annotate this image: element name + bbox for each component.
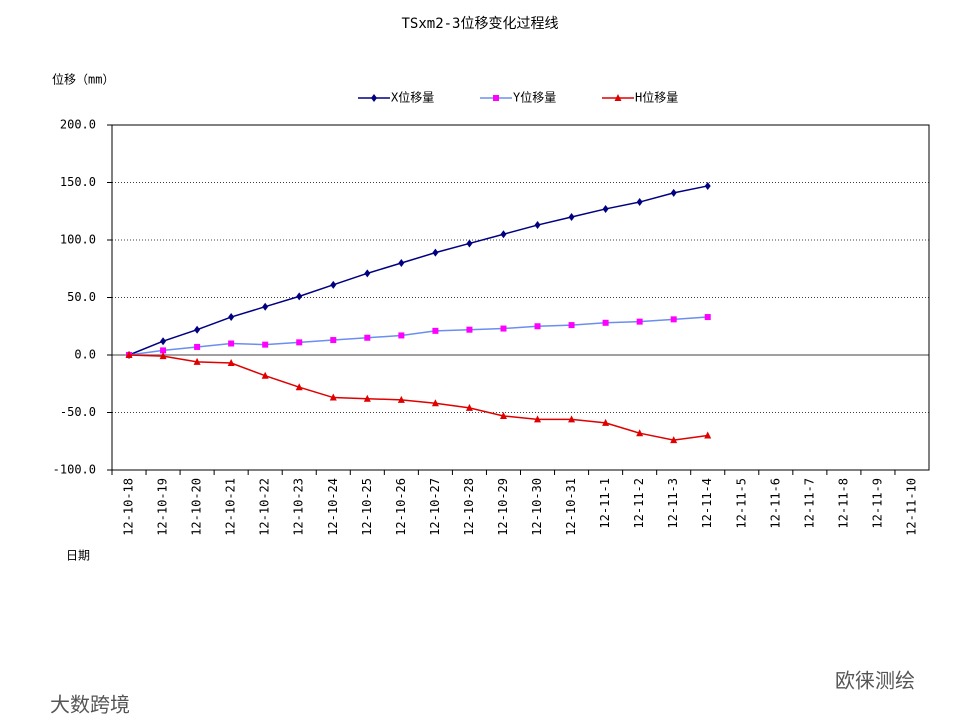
series-line [128,316,708,356]
marker [636,318,643,325]
marker [261,371,269,379]
marker [194,325,201,334]
x-tick-label: 12-10-22 [258,478,272,536]
marker [500,325,507,332]
marker [364,269,371,278]
marker [568,213,575,221]
marker [364,334,371,341]
marker [363,394,371,402]
marker [534,323,541,330]
x-tick-label: 12-10-28 [462,478,476,536]
marker [159,352,167,360]
marker [431,399,439,407]
marker [704,431,712,439]
x-axis-label: 日期 [66,549,90,563]
marker [499,411,507,419]
marker [296,339,303,346]
marker [466,239,473,248]
x-tick-label: 12-10-21 [224,478,238,536]
y-tick-label: 50.0 [67,290,96,304]
marker [296,292,303,301]
marker [670,436,678,444]
marker [704,314,711,321]
marker [228,340,235,347]
marker [432,327,439,334]
legend-marker [614,94,622,101]
x-tick-label: 12-11-10 [904,478,918,536]
x-tick-label: 12-11-4 [700,478,714,529]
y-tick-label: 100.0 [60,233,96,247]
watermark: 欧徕测绘 [835,669,915,693]
marker [227,359,235,367]
marker [534,221,541,230]
marker [397,395,405,403]
y-tick-label: 150.0 [60,175,96,189]
x-tick-label: 12-10-24 [326,478,340,536]
x-tick-label: 12-11-9 [870,478,884,529]
x-tick-label: 12-10-30 [530,478,544,536]
x-tick-label: 12-10-23 [292,478,306,536]
chart-title: TSxm2-3位移变化过程线 [401,16,558,32]
marker [228,313,235,322]
marker [500,230,507,239]
marker [262,302,269,311]
x-tick-label: 12-11-6 [768,478,782,529]
x-tick-label: 12-10-29 [496,478,510,536]
marker [704,181,711,190]
marker [125,351,133,358]
legend-label: X位移量 [391,90,434,105]
y-tick-label: -100.0 [53,463,96,477]
y-tick-label: -50.0 [60,405,96,419]
marker [568,322,575,329]
marker [398,332,405,339]
marker [262,341,269,348]
x-tick-label: 12-10-26 [394,478,408,536]
x-tick-label: 12-10-18 [122,478,136,536]
marker [330,280,337,289]
marker [602,319,609,326]
x-tick-label: 12-10-20 [190,478,204,536]
x-tick-label: 12-11-5 [734,478,748,529]
x-tick-label: 12-10-19 [156,478,170,536]
y-axis-label: 位移（mm） [52,72,114,87]
marker [194,343,201,350]
legend-label: H位移量 [635,90,678,105]
series-line [128,354,708,441]
marker [160,337,167,346]
x-tick-label: 12-10-31 [564,478,578,536]
x-tick-label: 12-10-27 [428,478,442,536]
marker [432,248,439,257]
marker [330,337,337,344]
marker [465,403,473,411]
y-tick-label: 0.0 [74,348,96,362]
x-tick-label: 12-11-2 [632,478,646,529]
legend-marker [371,94,377,102]
legend-label: Y位移量 [513,90,556,105]
marker [295,383,303,391]
marker [160,347,167,354]
marker [602,204,609,213]
marker [193,357,201,365]
marker [534,415,542,423]
x-tick-label: 12-11-3 [666,478,680,529]
x-tick-label: 12-10-25 [360,478,374,536]
legend-marker [493,95,499,101]
marker [670,188,677,197]
x-tick-label: 12-11-1 [598,478,612,529]
marker [670,316,677,323]
marker [636,429,644,437]
marker [568,415,576,423]
x-tick-label: 12-11-8 [836,478,850,529]
marker [329,393,337,401]
marker [466,326,473,333]
marker [602,418,610,426]
x-tick-label: 12-11-7 [802,478,816,529]
watermark: 大数跨境 [50,693,130,717]
series-line [128,185,708,356]
marker [636,198,643,207]
marker [398,259,405,267]
y-tick-label: 200.0 [60,118,96,132]
